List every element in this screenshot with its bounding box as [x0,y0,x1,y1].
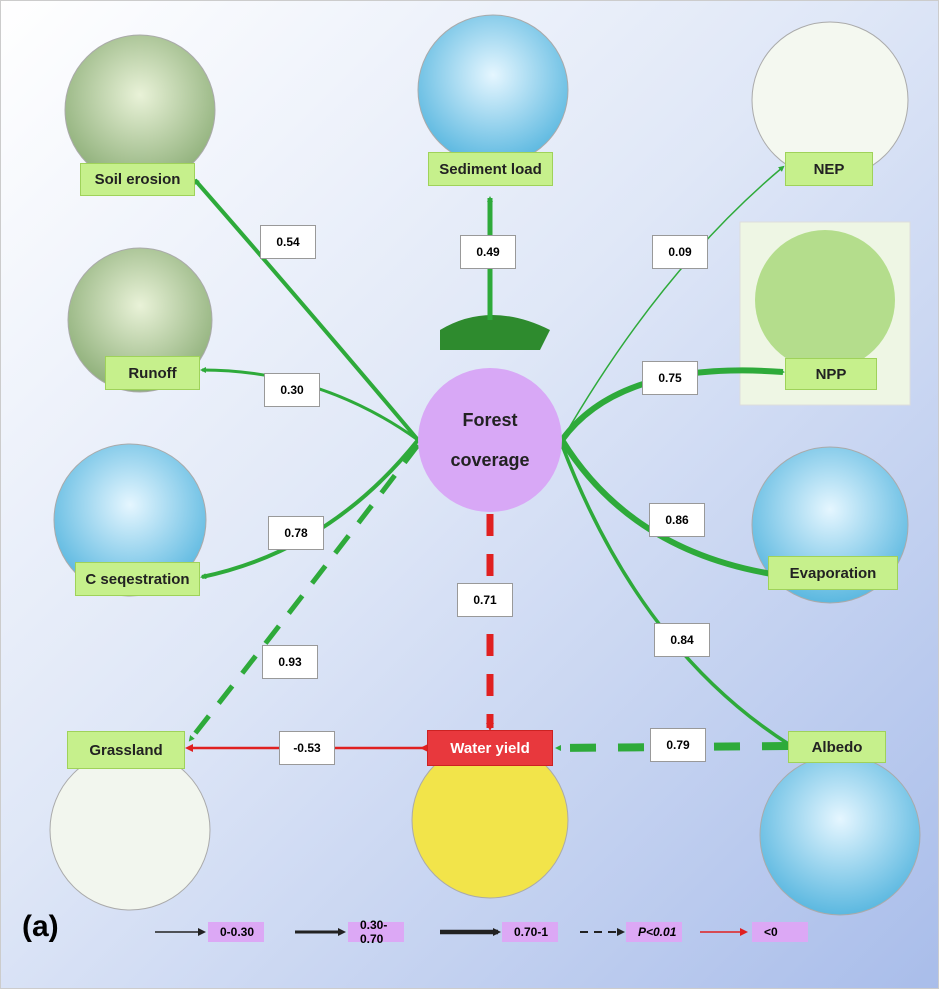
panel-label: (a) [22,910,59,943]
edge-label: 0.71 [457,583,513,617]
edge-label: 0.54 [260,225,316,259]
legend-label: <0 [752,922,808,942]
node-label: Sediment load [428,152,553,186]
node-label: Runoff [105,356,200,390]
node-label: Evaporation [768,556,898,590]
legend-label: 0-0.30 [208,922,264,942]
pictures [49,14,921,916]
edge-label: 0.09 [652,235,708,269]
edge-label: 0.30 [264,373,320,407]
legend-label: P<0.01 [626,922,682,942]
node-label: Grassland [67,731,185,769]
node-label: C seqestration [75,562,200,596]
edge-label: 0.75 [642,361,698,395]
legend-label: 0.70-1 [502,922,558,942]
node-label: Soil erosion [80,163,195,196]
edge-label: 0.84 [654,623,710,657]
center-node: Forest coverage [418,368,562,512]
node-label: Albedo [788,731,886,763]
edge-label: 0.78 [268,516,324,550]
edge-label: 0.86 [649,503,705,537]
edge-label: 0.79 [650,728,706,762]
node-label: Water yield [427,730,553,766]
legend-label: 0.30-0.70 [348,918,404,946]
edge-label: 0.49 [460,235,516,269]
node-label: NPP [785,358,877,390]
edge-label: -0.53 [279,731,335,765]
edge-label: 0.93 [262,645,318,679]
node-label: NEP [785,152,873,186]
